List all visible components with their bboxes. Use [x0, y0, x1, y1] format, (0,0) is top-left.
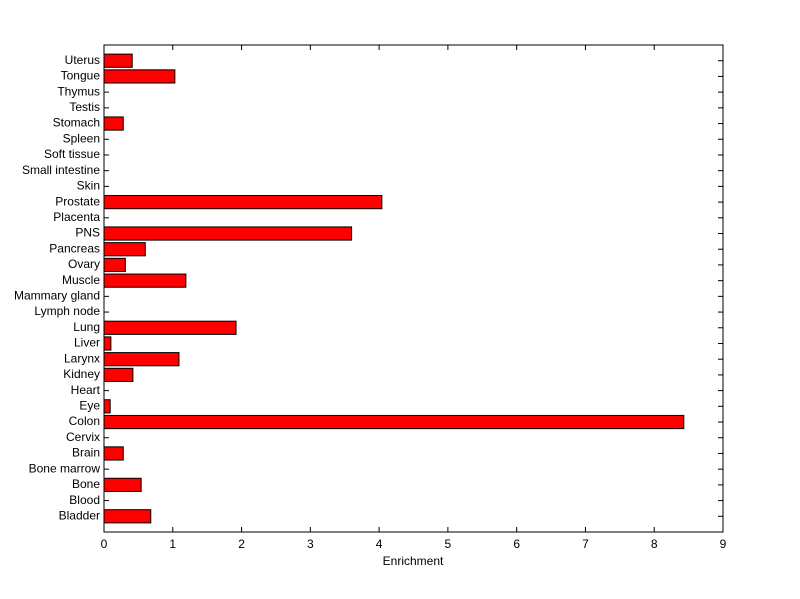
y-tick-label: Skin [77, 179, 100, 193]
y-tick-label: Testis [69, 100, 100, 114]
bar [103, 414, 685, 430]
y-tick-label: Larynx [64, 351, 100, 365]
y-tick-label: Bone [72, 477, 100, 491]
y-tick-label: Placenta [53, 210, 100, 224]
x-tick-label: 7 [582, 537, 589, 551]
x-tick-label: 3 [307, 537, 314, 551]
y-tick-label: Lymph node [34, 304, 100, 318]
y-tick-label: Blood [69, 493, 100, 507]
y-tick-label: Heart [71, 383, 101, 397]
bar [103, 477, 142, 492]
bar [103, 69, 176, 84]
y-tick-label: Pancreas [49, 241, 100, 255]
x-tick-label: 8 [651, 537, 658, 551]
y-tick-label: Bone marrow [29, 461, 101, 475]
bar [103, 116, 124, 131]
y-tick-label: PNS [75, 226, 100, 240]
plot-box [103, 44, 724, 533]
bar [103, 352, 180, 367]
y-tick-label: Cervix [66, 430, 100, 444]
bar [103, 509, 152, 524]
bar [103, 336, 112, 351]
y-tick-label: Colon [69, 414, 100, 428]
y-tick-label: Stomach [53, 116, 100, 130]
x-tick-label: 5 [445, 537, 452, 551]
bar [103, 257, 126, 273]
y-tick-label: Brain [72, 446, 100, 460]
y-tick-label: Ovary [68, 257, 100, 271]
bar [103, 320, 237, 335]
bar [103, 242, 146, 257]
bar [103, 53, 133, 68]
bar [103, 367, 134, 383]
y-tick-label: Tongue [61, 69, 101, 83]
y-tick-label: Thymus [57, 84, 100, 98]
y-tick-label: Lung [73, 320, 100, 334]
y-tick-label: Eye [79, 398, 100, 412]
y-tick-label: Soft tissue [44, 147, 100, 161]
x-tick-label: 6 [513, 537, 520, 551]
y-tick-label: Mammary gland [14, 289, 100, 303]
y-tick-label: Bladder [59, 508, 100, 522]
y-tick-label: Prostate [55, 194, 100, 208]
x-tick-label: 2 [238, 537, 245, 551]
x-tick-label: 4 [376, 537, 383, 551]
y-tick-label: Liver [74, 336, 100, 350]
x-axis-label: Enrichment [383, 554, 444, 568]
bar [103, 446, 124, 461]
y-tick-label: Kidney [63, 367, 100, 381]
x-tick-label: 9 [720, 537, 727, 551]
y-tick-label: Muscle [62, 273, 100, 287]
bar [103, 399, 111, 414]
bar [103, 273, 187, 288]
bar [103, 194, 383, 210]
x-tick-label: 0 [101, 537, 108, 551]
bar [103, 226, 353, 241]
y-tick-label: Small intestine [22, 163, 100, 177]
y-tick-label: Uterus [65, 53, 100, 67]
y-tick-label: Spleen [63, 131, 100, 145]
x-tick-label: 1 [169, 537, 176, 551]
